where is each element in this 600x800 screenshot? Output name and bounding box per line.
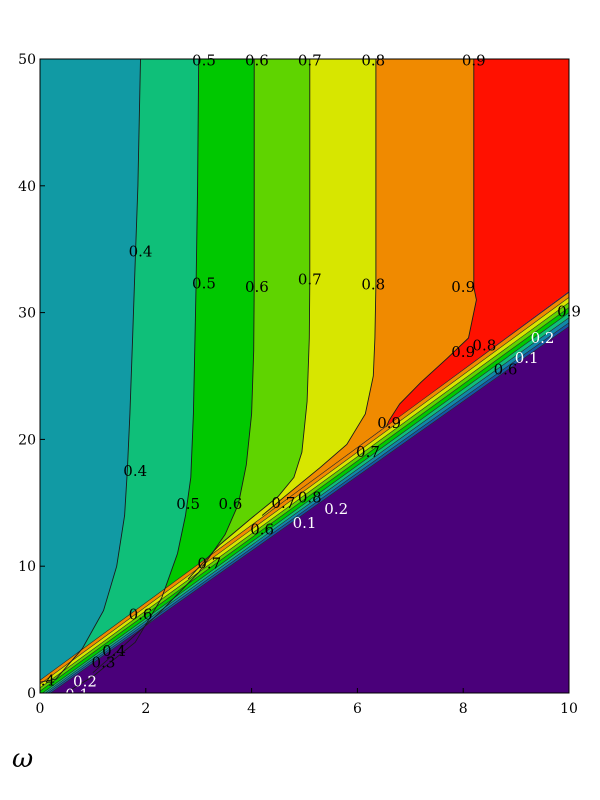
x-tick-label: 10 — [560, 701, 578, 717]
contour-label-0-1: 0.1 — [65, 685, 89, 703]
contour-label-0-7: 0.7 — [298, 271, 322, 289]
contour-label-0-7: 0.7 — [197, 555, 221, 573]
boundary-contour-lines — [39, 292, 570, 694]
x-axis-ticks: 0 2 4 6 8 10 — [36, 688, 578, 717]
contour-line-0.6 — [92, 59, 255, 674]
fill-region-teal — [40, 59, 141, 683]
contour-label-0-6: 0.6 — [494, 361, 518, 379]
contour-lines — [39, 58, 477, 690]
contour-label-0-9: 0.9 — [462, 51, 486, 69]
contour-label--4: .4 — [41, 671, 55, 689]
contour-label-0-2: 0.2 — [324, 500, 348, 518]
contour-line-0.9 — [386, 59, 477, 427]
contour-label-0-1: 0.1 — [293, 514, 317, 532]
contour-label-0-5: 0.5 — [192, 51, 216, 69]
contour-label-0-3: 0.3 — [92, 654, 116, 672]
contour-label-0-6: 0.6 — [219, 495, 243, 513]
contour-label-0-2: 0.2 — [73, 673, 97, 691]
contour-label-0-6: 0.6 — [250, 520, 274, 538]
y-axis-ticks: 0 10 20 30 40 50 — [18, 52, 45, 702]
contour-label-0-4: 0.4 — [102, 642, 126, 660]
x-tick-label: 0 — [36, 701, 45, 717]
y-tick-label: 30 — [18, 306, 36, 322]
boundary-line-0.6 — [39, 302, 570, 689]
contour-label-0-9: 0.9 — [377, 414, 401, 432]
contour-line-0.7 — [187, 59, 311, 580]
y-tick-label: 20 — [18, 432, 36, 448]
contour-label-0-8: 0.8 — [361, 276, 385, 294]
y-tick-label: 50 — [18, 52, 36, 68]
contour-label-0-6: 0.6 — [245, 51, 269, 69]
contour-labels: 0.40.40.50.50.60.60.60.70.70.70.70.80.80… — [41, 51, 581, 703]
contour-line-0.4 — [39, 58, 141, 683]
boundary-line-0.8 — [39, 292, 570, 681]
x-tick-label: 8 — [459, 701, 468, 717]
contour-label-0-8: 0.8 — [361, 51, 385, 69]
contour-label-0-6: 0.6 — [245, 278, 269, 296]
x-tick-label: 2 — [141, 701, 150, 717]
contour-label-0-1: 0.1 — [515, 349, 539, 367]
boundary-line-0.3 — [45, 317, 570, 694]
contour-label-0-2: 0.2 — [531, 329, 555, 347]
contour-label-0-6: 0.6 — [129, 605, 153, 623]
x-tick-label: 4 — [247, 701, 256, 717]
x-tick-label: 6 — [353, 701, 362, 717]
y-tick-label: 0 — [27, 686, 36, 702]
contour-label-0-7: 0.7 — [271, 494, 295, 512]
boundary-line-0.2 — [47, 322, 570, 694]
x-axis-title: ω — [12, 744, 34, 774]
contour-fills — [40, 59, 570, 693]
contour-label-0-7: 0.7 — [298, 51, 322, 69]
contour-label-0-8: 0.8 — [472, 337, 496, 355]
y-tick-label: 40 — [18, 179, 36, 195]
boundary-line-0.4 — [42, 312, 570, 694]
contour-line-0.8 — [261, 59, 377, 516]
contour-label-0-8: 0.8 — [298, 489, 322, 507]
contour-label-0-5: 0.5 — [192, 274, 216, 292]
contour-label-0-7: 0.7 — [356, 443, 380, 461]
boundary-line-0.1 — [50, 326, 570, 694]
plot-frame — [39, 58, 570, 694]
y-tick-label: 10 — [18, 559, 36, 575]
fill-region-level-0.9 — [386, 59, 569, 427]
contour-label-0-9: 0.9 — [451, 278, 475, 296]
contour-label-0-4: 0.4 — [123, 462, 147, 480]
contour-label-0-5: 0.5 — [176, 495, 200, 513]
contour-label-0-4: 0.4 — [129, 243, 153, 261]
boundary-line-0.5 — [39, 307, 570, 692]
boundary-line-0.7 — [39, 297, 570, 685]
contour-label-0-9: 0.9 — [451, 343, 475, 361]
contour-line-0.5 — [71, 58, 200, 690]
